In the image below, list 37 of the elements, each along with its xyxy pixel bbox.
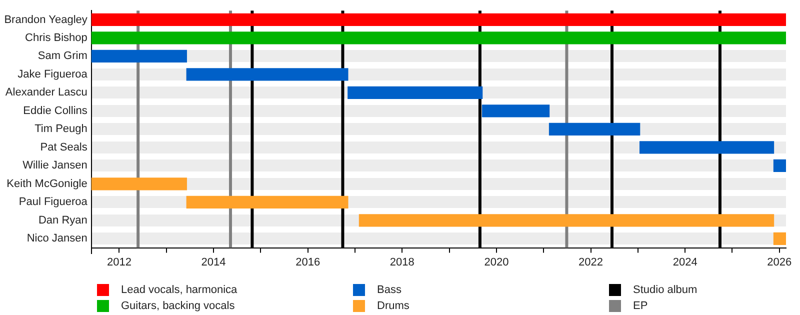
x-tick-label: 2016 (296, 256, 320, 268)
legend-label: EP (633, 300, 648, 312)
bar (186, 68, 348, 81)
bar (548, 122, 640, 136)
y-tick-label: Tim Peugh (34, 123, 88, 136)
bar (773, 159, 786, 172)
bar (482, 104, 550, 118)
bar (639, 141, 774, 154)
y-tick-label: Alexander Lascu (5, 86, 88, 99)
legend-label: Drums (377, 300, 410, 312)
y-tick-label: Pat Seals (40, 141, 88, 154)
y-tick-label: Willie Jansen (22, 160, 88, 172)
bar (91, 178, 187, 190)
legend-label: Lead vocals, harmonica (121, 284, 238, 296)
y-tick-label: Paul Figueroa (18, 196, 88, 208)
y-tick-label: Dan Ryan (38, 214, 88, 226)
x-tick-label: 2022 (578, 256, 604, 268)
legend-label: Guitars, backing vocals (121, 300, 235, 312)
x-tick-label: 2018 (390, 256, 414, 268)
bar (348, 86, 483, 100)
y-tick-label: Eddie Collins (23, 104, 88, 117)
y-tick-label: Chris Bishop (25, 32, 88, 44)
y-tick-label: Brandon Yeagley (4, 14, 88, 26)
y-tick-label: Keith McGonigle (6, 178, 88, 190)
x-tick-label: 2012 (106, 256, 132, 268)
legend-label: Bass (377, 284, 402, 296)
y-tick-label: Nico Jansen (26, 232, 88, 245)
x-tick-label: 2014 (201, 256, 226, 268)
legend-label: Studio album (633, 284, 698, 296)
bar (773, 232, 786, 246)
bar (186, 196, 348, 209)
x-tick-label: 2020 (484, 256, 509, 268)
y-tick-label: Sam Grim (38, 50, 88, 62)
x-tick-label: 2024 (672, 256, 698, 268)
bar (91, 50, 187, 63)
y-tick-label: Jake Figueroa (18, 68, 88, 80)
x-tick-label: 2026 (767, 256, 792, 268)
